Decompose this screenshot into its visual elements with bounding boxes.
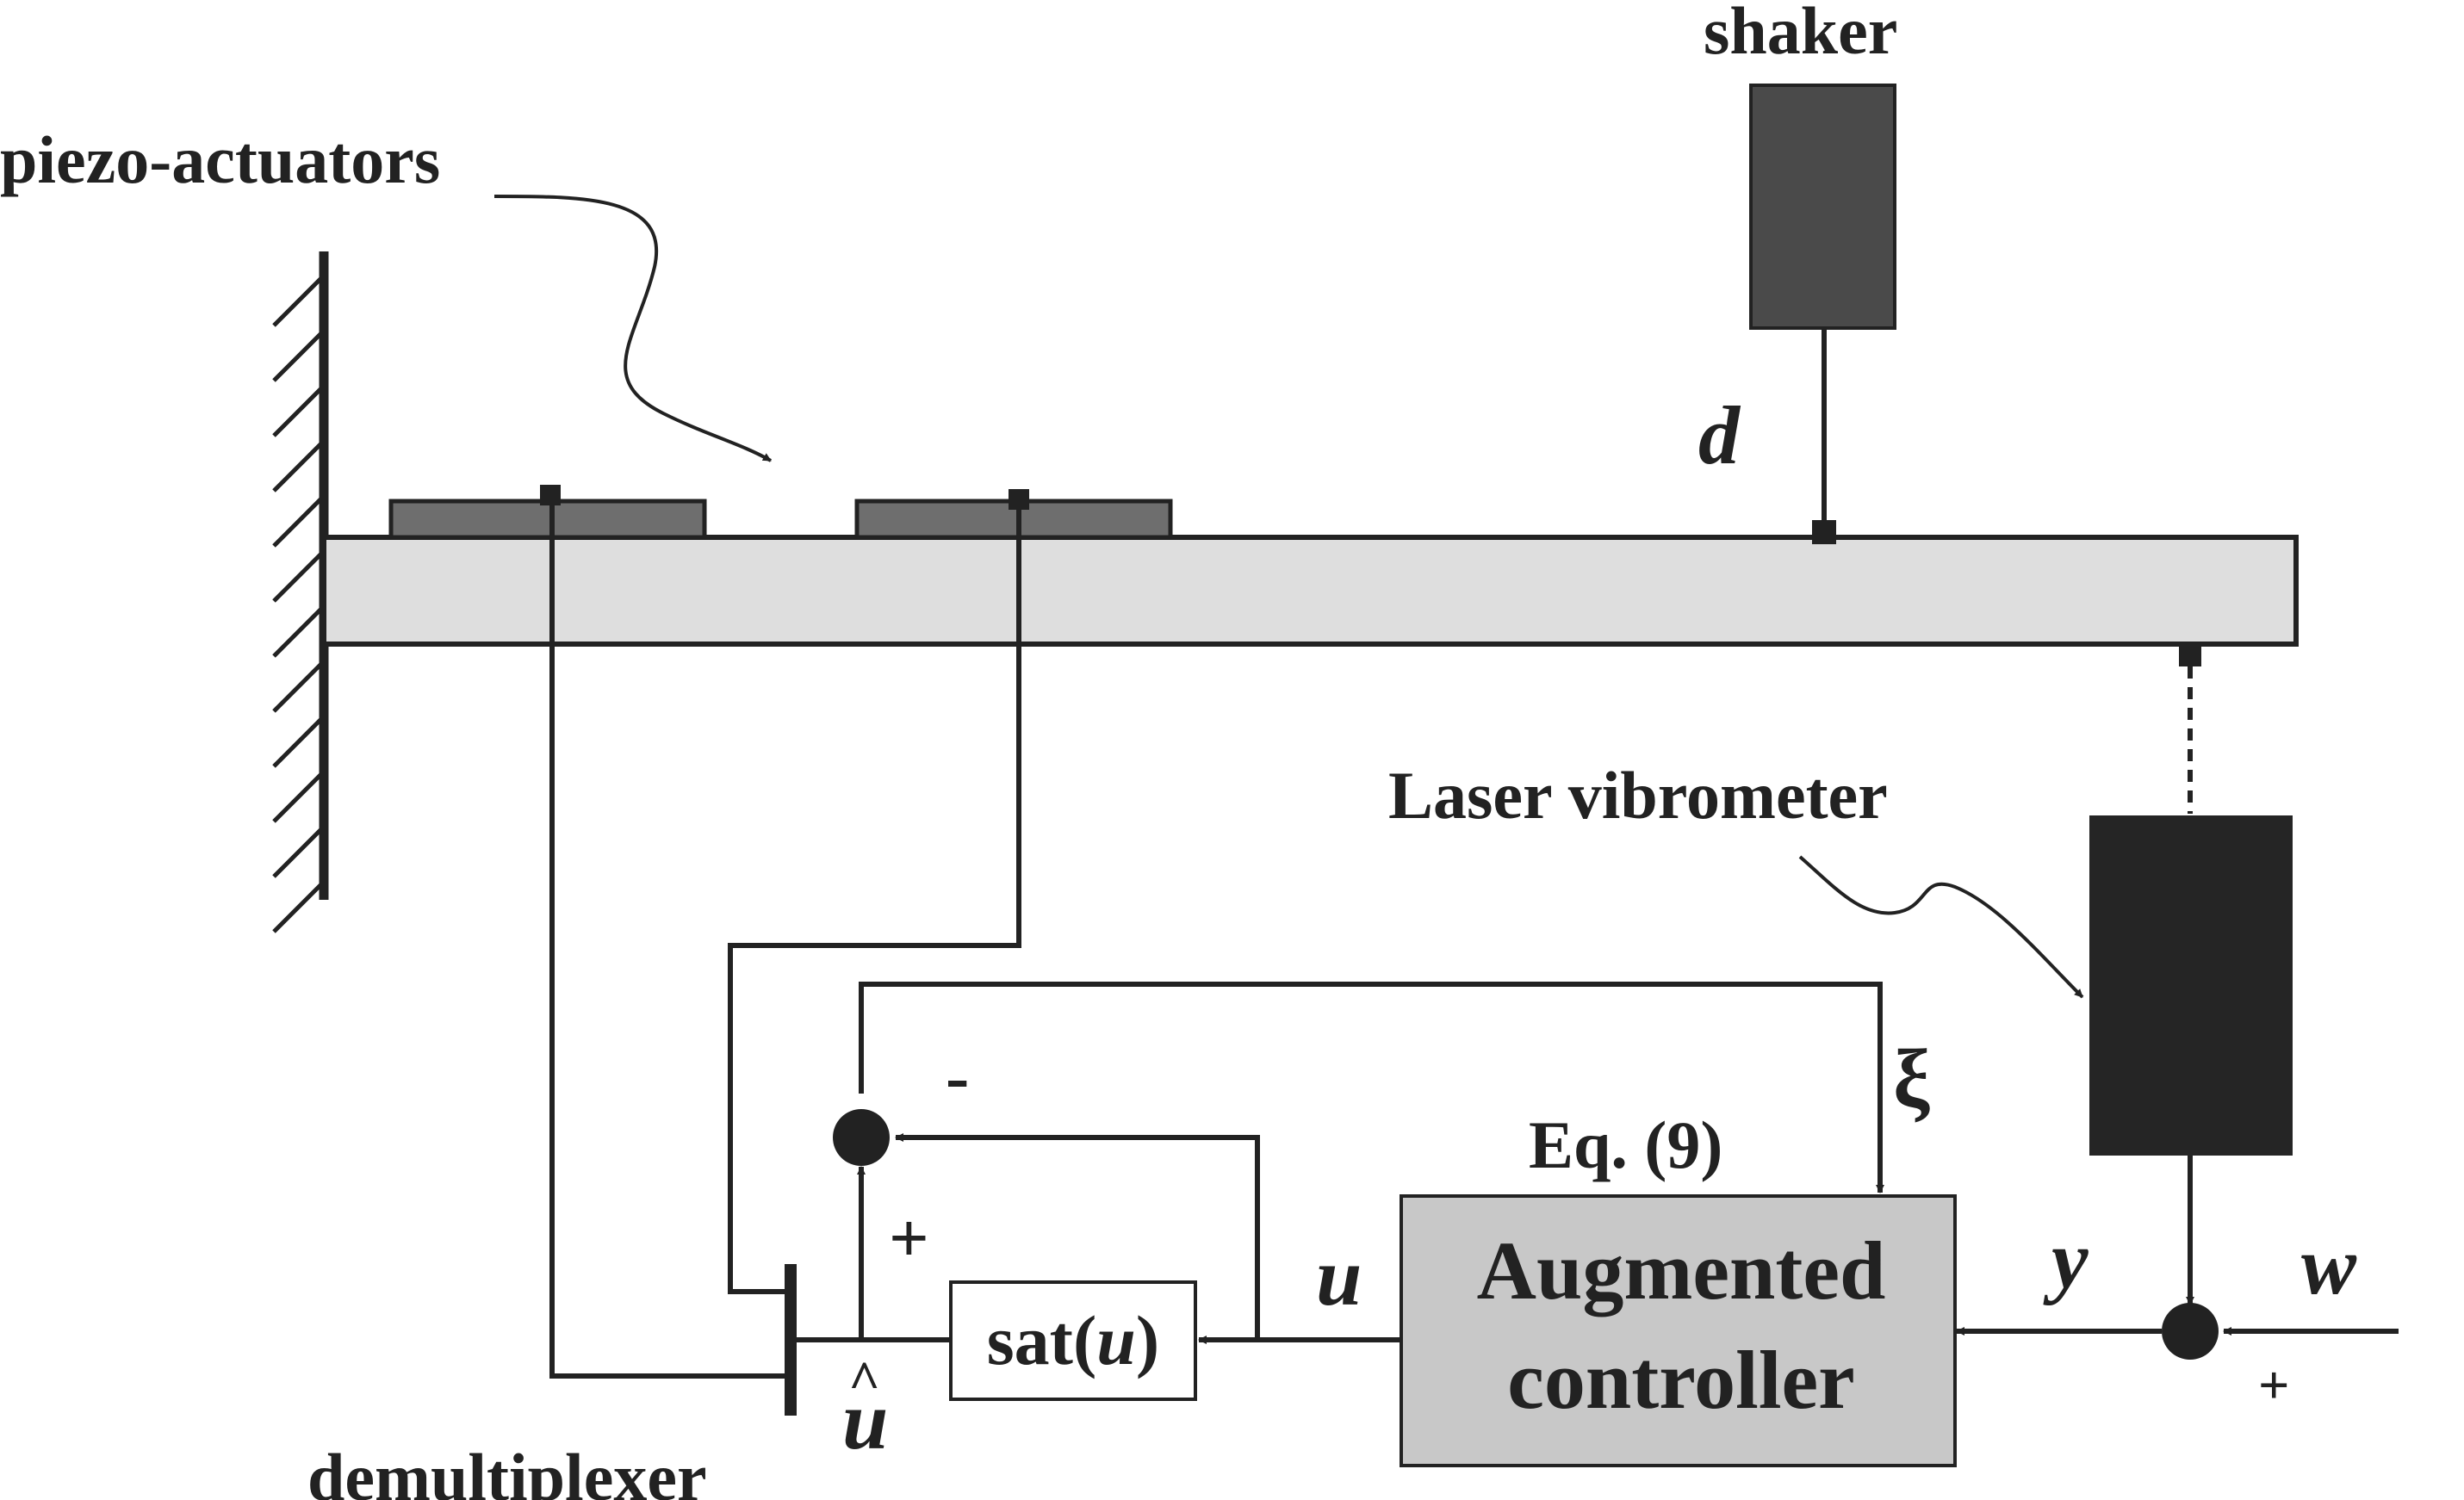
demultiplexer-label: demultiplexer [307, 1440, 707, 1500]
shaker [1749, 84, 1896, 330]
saturation-block [949, 1280, 1197, 1401]
piezo-actuators-label: piezo-actuators [0, 122, 440, 197]
antiwindup-sum-junction [833, 1109, 890, 1166]
u-branch-to-sum [895, 1133, 1260, 1340]
u-label: u [1316, 1230, 1362, 1323]
saturation-label: sat(u) [987, 1301, 1159, 1379]
plus-sign-right: + [2258, 1354, 2289, 1416]
augmented-controller [1400, 1194, 1957, 1467]
vibrometer-target [2179, 644, 2201, 666]
controller-label-line2: controller [1507, 1334, 1854, 1426]
clamped-wall [272, 251, 329, 933]
minus-sign: - [946, 1038, 969, 1116]
shaker-label: shaker [1704, 0, 1897, 68]
piezo-actuator-1 [388, 499, 707, 540]
demultiplexer [785, 1264, 797, 1416]
xi-feedback-line [859, 982, 1884, 1193]
laser-vibrometer-label: Laser vibrometer [1388, 758, 1888, 833]
output-sum-junction [2162, 1303, 2219, 1360]
shaker-attachment [1812, 520, 1836, 544]
demux-to-piezo-1 [549, 495, 785, 1379]
demux-to-piezo-2 [728, 499, 1021, 1294]
w-label: w [2301, 1219, 2357, 1311]
laser-vibrometer [2089, 815, 2293, 1156]
vibrometer-pointer-arrow [1798, 855, 2084, 999]
controller-label-line1: Augmented [1477, 1224, 1886, 1317]
piezo-pointer-arrow [493, 195, 772, 462]
plus-sign-left: + [889, 1199, 929, 1277]
y-label: y [2043, 1213, 2089, 1305]
cantilever-beam [321, 535, 2299, 647]
xi-label: ξ [1893, 1032, 1930, 1125]
u-hat-accent: ^ [848, 1349, 880, 1410]
equation-reference: Eq. (9) [1529, 1107, 1722, 1182]
u-hat-label: u [842, 1374, 888, 1466]
disturbance-label: d [1698, 389, 1741, 481]
